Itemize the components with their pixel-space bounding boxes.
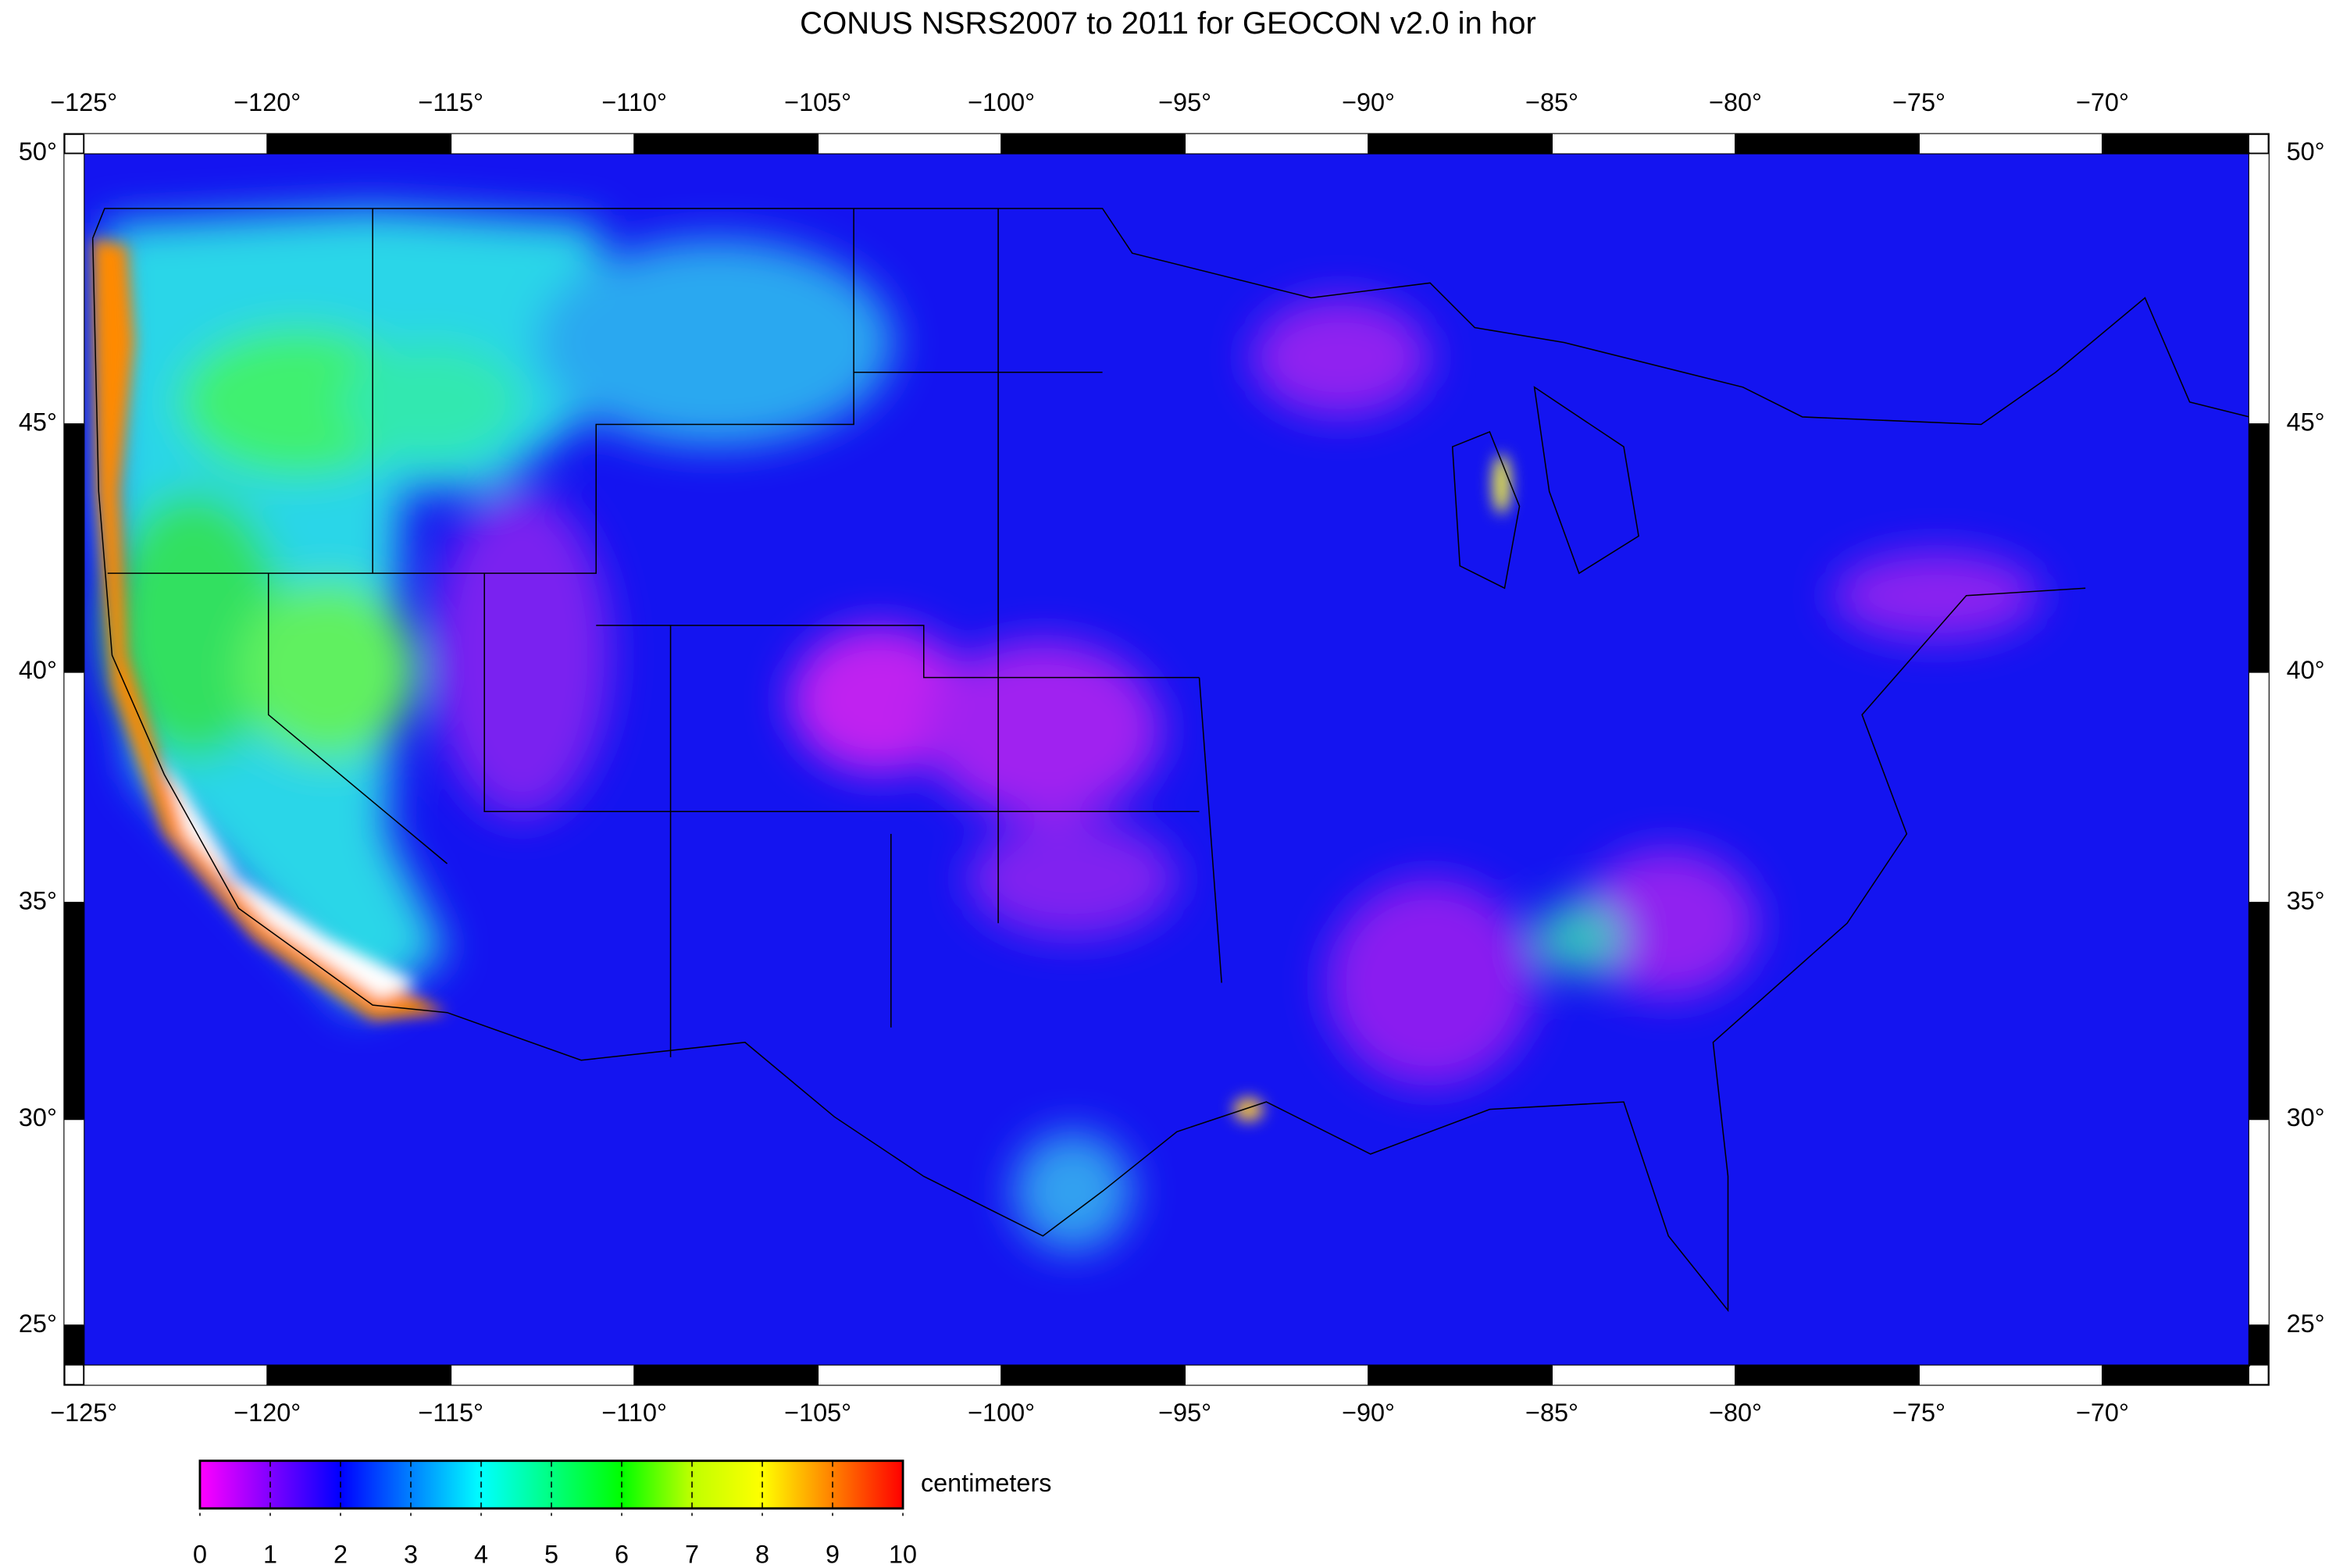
colorbar-label: centimeters bbox=[921, 1469, 1052, 1497]
y-tick-label: 40° bbox=[2287, 656, 2325, 684]
frame-bar bbox=[2102, 134, 2249, 154]
x-tick-label: −110° bbox=[601, 88, 667, 116]
frame-bar bbox=[64, 672, 84, 903]
map-field bbox=[84, 153, 2249, 1366]
frame-bar bbox=[451, 134, 635, 154]
frame-bar bbox=[1001, 1365, 1186, 1385]
boundaries bbox=[91, 208, 2249, 1313]
x-tick-label: −95° bbox=[1158, 88, 1211, 116]
x-tick-label: −80° bbox=[1709, 1399, 1762, 1427]
colorbar-tick-label: 5 bbox=[544, 1540, 558, 1568]
colorbar-tick-label: 3 bbox=[404, 1540, 418, 1568]
y-tick-label: 30° bbox=[2287, 1103, 2325, 1131]
x-tick-label: −100° bbox=[968, 1399, 1035, 1427]
x-tick-label: −70° bbox=[2076, 88, 2129, 116]
frame-bar bbox=[634, 134, 818, 154]
colorbar-tick-label: 6 bbox=[615, 1540, 629, 1568]
frame-bar bbox=[451, 1365, 635, 1385]
x-tick-label: −115° bbox=[418, 1399, 483, 1427]
frame-bar bbox=[1185, 1365, 1369, 1385]
frame-bar bbox=[1735, 1365, 1919, 1385]
map-title: CONUS NSRS2007 to 2011 for GEOCON v2.0 i… bbox=[800, 6, 1536, 41]
frame-bar bbox=[1185, 134, 1369, 154]
x-tick-label: −105° bbox=[784, 88, 851, 116]
frame-bar bbox=[2249, 153, 2269, 425]
colorbar-tick-label: 0 bbox=[193, 1540, 207, 1568]
x-tick-label: −120° bbox=[234, 88, 301, 116]
x-tick-label: −75° bbox=[1892, 88, 1945, 116]
x-tick-label: −70° bbox=[2076, 1399, 2129, 1427]
x-tick-label: −85° bbox=[1525, 1399, 1578, 1427]
y-tick-label: 50° bbox=[19, 137, 57, 166]
y-tick-label: 25° bbox=[19, 1310, 57, 1338]
frame-bar bbox=[1918, 1365, 2102, 1385]
frame-bar bbox=[267, 1365, 451, 1385]
frame-bar bbox=[64, 1119, 84, 1326]
frame-bar bbox=[1918, 134, 2102, 154]
frame-bar bbox=[1735, 134, 1919, 154]
x-tick-label: −80° bbox=[1709, 88, 1762, 116]
frame-bar bbox=[2249, 1325, 2269, 1366]
colorbar-tick-label: 7 bbox=[685, 1540, 699, 1568]
x-tick-label: −85° bbox=[1525, 88, 1578, 116]
y-tick-label: 50° bbox=[2287, 137, 2325, 166]
x-tick-label: −125° bbox=[50, 88, 117, 116]
frame-bar bbox=[1552, 1365, 1736, 1385]
frame-bar bbox=[267, 134, 451, 154]
frame-bar bbox=[1368, 1365, 1553, 1385]
frame-bar bbox=[84, 1365, 268, 1385]
y-tick-label: 45° bbox=[2287, 408, 2325, 437]
colorbar-tick-label: 2 bbox=[333, 1540, 348, 1568]
frame-bar bbox=[64, 424, 84, 672]
coastal-shading bbox=[92, 238, 1511, 1121]
x-tick-label: −100° bbox=[968, 88, 1035, 116]
frame-bar bbox=[1001, 134, 1186, 154]
frame-bar bbox=[2249, 1119, 2269, 1326]
x-tick-label: −110° bbox=[601, 1399, 667, 1427]
colorbar-tick-label: 1 bbox=[263, 1540, 277, 1568]
y-tick-label: 35° bbox=[19, 886, 57, 914]
frame-bar bbox=[64, 153, 84, 425]
x-tick-label: −95° bbox=[1158, 1399, 1211, 1427]
frame-bar bbox=[1552, 134, 1736, 154]
frame-bar bbox=[2249, 902, 2269, 1120]
frame-bar bbox=[634, 1365, 818, 1385]
frame-bar bbox=[2102, 1365, 2249, 1385]
frame-bar bbox=[818, 1365, 1002, 1385]
x-tick-label: −90° bbox=[1342, 88, 1395, 116]
frame-bar bbox=[2249, 672, 2269, 903]
colorbar-tick-label: 9 bbox=[826, 1540, 840, 1568]
colorbar-tick-label: 10 bbox=[889, 1540, 917, 1568]
frame-bar bbox=[818, 134, 1002, 154]
frame-bar bbox=[84, 134, 268, 154]
x-tick-label: −125° bbox=[50, 1399, 117, 1427]
x-tick-label: −120° bbox=[234, 1399, 301, 1427]
x-tick-label: −75° bbox=[1892, 1399, 1945, 1427]
frame-bar bbox=[64, 1325, 84, 1366]
x-tick-label: −105° bbox=[784, 1399, 851, 1427]
y-tick-label: 35° bbox=[2287, 886, 2325, 914]
frame-bar bbox=[1368, 134, 1553, 154]
y-tick-label: 30° bbox=[19, 1103, 57, 1131]
colorbar-tick-label: 4 bbox=[474, 1540, 488, 1568]
y-tick-label: 25° bbox=[2287, 1310, 2325, 1338]
x-tick-label: −115° bbox=[418, 88, 483, 116]
colorbar-tick-label: 8 bbox=[755, 1540, 769, 1568]
x-tick-label: −90° bbox=[1342, 1399, 1395, 1427]
frame-bar bbox=[2249, 424, 2269, 672]
y-tick-label: 45° bbox=[19, 408, 57, 437]
frame-bar bbox=[64, 902, 84, 1120]
y-tick-label: 40° bbox=[19, 656, 57, 684]
